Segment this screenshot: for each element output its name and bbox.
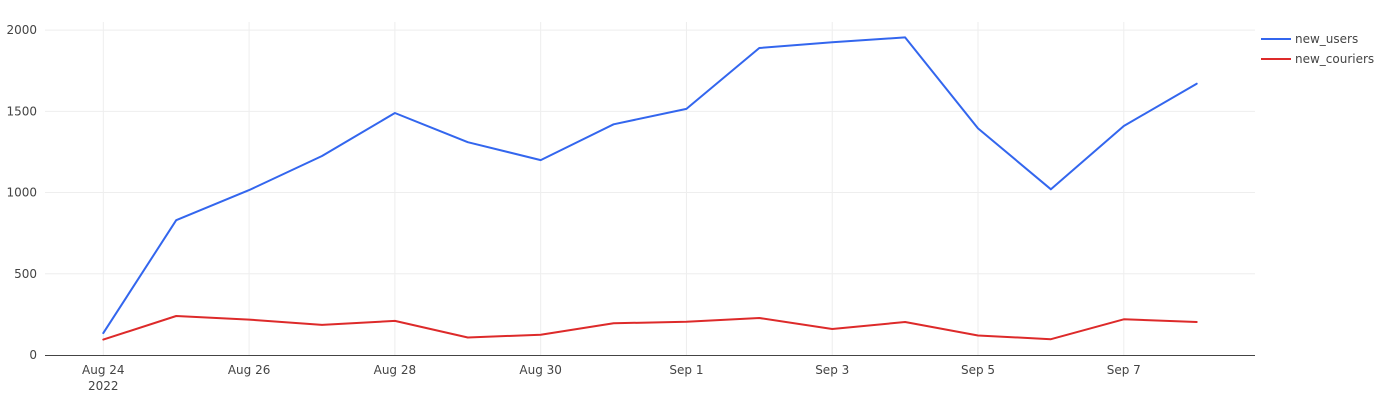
x-tick-label: Sep 7 xyxy=(1107,363,1141,377)
series-line-new-couriers[interactable] xyxy=(102,315,1198,341)
y-tick-label: 2000 xyxy=(6,23,37,37)
y-tick-label: 1000 xyxy=(6,186,37,200)
x-year-label: 2022 xyxy=(88,379,119,393)
legend[interactable]: new_users new_couriers xyxy=(1261,32,1374,66)
series-line-new-users[interactable] xyxy=(102,36,1198,335)
x-tick-label: Aug 26 xyxy=(228,363,271,377)
y-tick-label: 500 xyxy=(14,267,37,281)
x-tick-label: Sep 5 xyxy=(961,363,995,377)
legend-item-new-couriers[interactable]: new_couriers xyxy=(1261,52,1374,66)
legend-item-new-users[interactable]: new_users xyxy=(1261,32,1358,46)
y-tick-label: 0 xyxy=(29,348,37,362)
x-tick-label: Aug 28 xyxy=(374,363,417,377)
y-tick-label: 1500 xyxy=(6,104,37,118)
grid-layer xyxy=(45,22,1255,355)
legend-label: new_couriers xyxy=(1295,52,1374,66)
axis-layer: 0 500 1000 1500 2000 Aug 24 Aug 26 Aug 28 Aug 30… xyxy=(6,23,1255,393)
x-tick-label: Aug 30 xyxy=(519,363,562,377)
x-tick-label: Aug 24 xyxy=(82,363,125,377)
legend-label: new_users xyxy=(1295,32,1358,46)
x-tick-label: Sep 3 xyxy=(815,363,849,377)
x-tick-label: Sep 1 xyxy=(669,363,703,377)
series-layer xyxy=(102,36,1198,341)
